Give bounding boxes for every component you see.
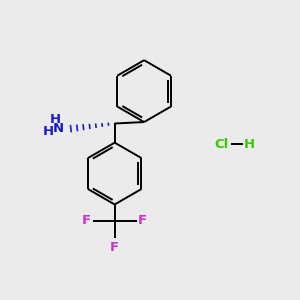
Text: N: N bbox=[52, 122, 64, 135]
Text: F: F bbox=[82, 214, 91, 227]
Text: H: H bbox=[50, 113, 61, 127]
Text: F: F bbox=[138, 214, 147, 227]
Text: H: H bbox=[43, 125, 54, 138]
Text: H: H bbox=[244, 138, 255, 151]
Text: Cl: Cl bbox=[215, 138, 229, 151]
Text: F: F bbox=[110, 241, 119, 254]
